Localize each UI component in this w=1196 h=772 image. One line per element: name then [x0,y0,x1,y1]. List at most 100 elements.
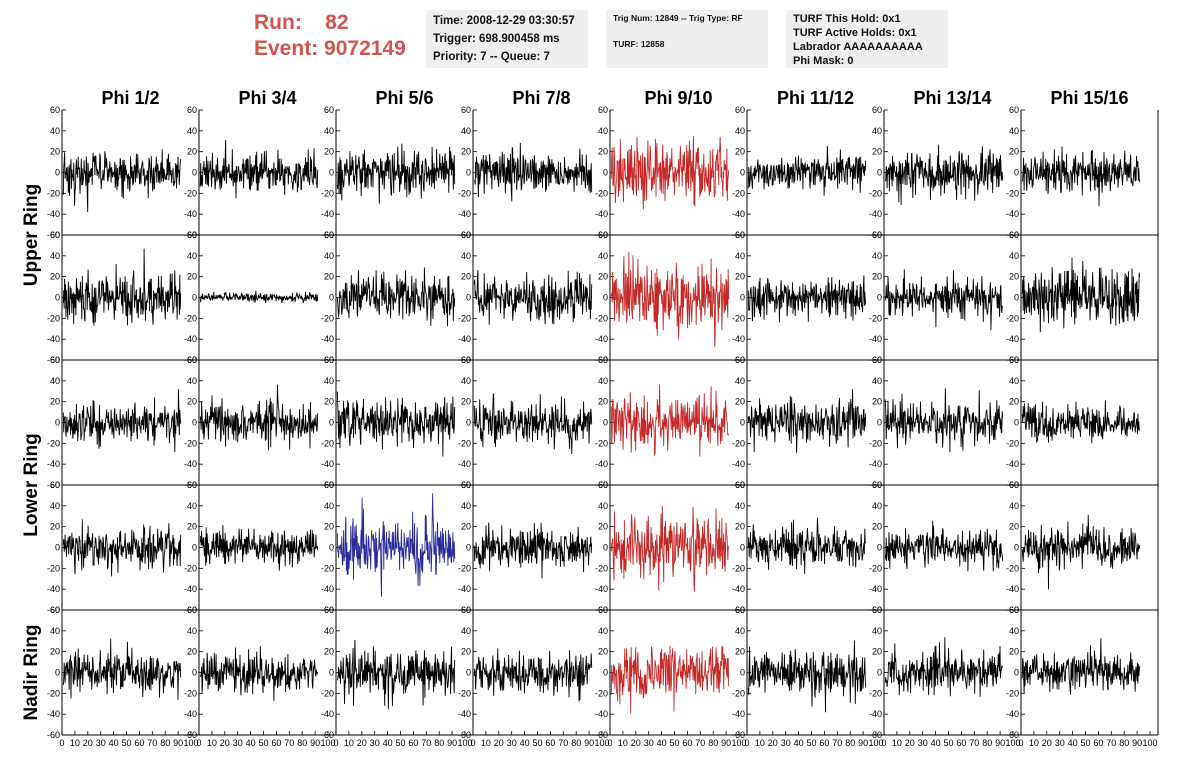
x-tick-label: 40 [794,738,804,748]
y-tick-label: 0 [1014,543,1019,553]
y-tick-label: -60 [869,230,882,240]
y-tick-label: -60 [1006,355,1019,365]
panel-r3-c7: -60 -40 -20 0 20 40 60 [869,355,1021,490]
y-tick-label: 60 [461,105,471,115]
y-tick-label: 40 [187,251,197,261]
panel-r1-c3: -60 -40 -20 0 20 40 60 [321,105,473,240]
x-tick-label: 50 [395,738,405,748]
x-tick-label: 30 [233,738,243,748]
panel-r1-c7: -60 -40 -20 0 20 40 60 [869,105,1021,240]
row-title-3: Nadir Ring [21,624,42,720]
y-tick-label: -20 [321,688,334,698]
y-tick-label: 0 [192,668,197,678]
y-tick-label: -20 [869,188,882,198]
y-tick-label: -60 [458,605,471,615]
y-tick-label: 0 [192,168,197,178]
y-tick-label: -20 [1006,563,1019,573]
waveform-trace [62,149,182,213]
column-title-5: Phi 9/10 [644,88,712,108]
y-tick-label: 0 [55,418,60,428]
x-tick-label: 60 [956,738,966,748]
y-tick-label: 60 [187,355,197,365]
y-tick-label: -20 [595,688,608,698]
x-tick-label: 60 [134,738,144,748]
y-tick-label: -20 [184,313,197,323]
y-tick-label: -40 [321,584,334,594]
waveform-trace [199,290,319,304]
y-tick-label: 0 [55,293,60,303]
x-tick-label: 80 [297,738,307,748]
y-tick-label: 60 [461,230,471,240]
y-tick-label: -60 [1006,480,1019,490]
y-tick-label: 0 [1014,418,1019,428]
y-tick-label: 60 [324,480,334,490]
waveform-trace [747,640,867,713]
y-tick-label: 20 [187,147,197,157]
y-tick-label: -40 [595,209,608,219]
y-tick-label: 20 [735,522,745,532]
x-tick-label: 30 [507,738,517,748]
x-tick-label: 80 [845,738,855,748]
y-tick-label: -20 [595,313,608,323]
y-tick-label: 0 [55,668,60,678]
y-tick-label: -40 [47,709,60,719]
y-tick-label: 20 [735,397,745,407]
waveform-trace [473,522,593,579]
y-tick-label: 20 [324,647,334,657]
waveform-trace [1021,257,1141,333]
y-tick-label: 20 [872,147,882,157]
y-tick-label: 60 [324,355,334,365]
y-tick-label: -60 [321,605,334,615]
y-tick-label: -40 [458,334,471,344]
y-tick-label: 40 [187,126,197,136]
x-tick-label: 70 [969,738,979,748]
x-tick-label: 40 [657,738,667,748]
run-row: Run: 82 [254,10,406,36]
trig-num-text: Trig Num: 12849 -- Trig Type: RF [613,13,743,23]
y-tick-label: 0 [603,293,608,303]
y-tick-label: 20 [50,647,60,657]
y-tick-label: -60 [458,230,471,240]
y-tick-label: 40 [1009,376,1019,386]
y-tick-label: -20 [321,188,334,198]
panel-r1-c1: -60 -40 -20 0 20 40 60 [47,105,199,240]
y-tick-label: 20 [872,522,882,532]
labrador-text: Labrador AAAAAAAAAA [793,41,923,53]
panel-r1-c5: -60 -40 -20 0 20 40 60 [595,105,747,240]
column-title-1: Phi 1/2 [101,88,159,108]
y-tick-label: -20 [869,688,882,698]
x-tick-label: 10 [892,738,902,748]
y-tick-label: 0 [329,543,334,553]
y-tick-label: 40 [50,251,60,261]
y-tick-label: -40 [732,334,745,344]
waveform-trace [610,645,730,714]
y-tick-label: 60 [872,230,882,240]
y-tick-label: 0 [466,418,471,428]
x-tick-label: 30 [644,738,654,748]
y-tick-label: 20 [50,397,60,407]
x-tick-label: 10 [207,738,217,748]
y-tick-label: 0 [466,168,471,178]
x-tick-label: 0 [196,738,201,748]
y-tick-label: -40 [47,459,60,469]
y-tick-label: -40 [595,709,608,719]
waveform-trace [1021,638,1141,695]
y-tick-label: -60 [184,605,197,615]
y-tick-label: -60 [595,230,608,240]
y-tick-label: 20 [324,147,334,157]
waveform-trace [473,142,593,202]
trigger-text: Trigger: 698.900458 ms [433,33,560,45]
panel-r2-c2: -60 -40 -20 0 20 40 60 [184,230,336,365]
x-tick-label: 60 [682,738,692,748]
waveform-trace [610,384,730,457]
panel-r3-c4: -60 -40 -20 0 20 40 60 [458,355,610,490]
y-tick-label: 40 [872,376,882,386]
y-tick-label: 60 [461,480,471,490]
y-tick-label: -40 [458,584,471,594]
y-tick-label: -20 [47,188,60,198]
y-tick-label: -60 [458,480,471,490]
waveform-trace [199,140,319,199]
y-tick-label: -20 [458,188,471,198]
